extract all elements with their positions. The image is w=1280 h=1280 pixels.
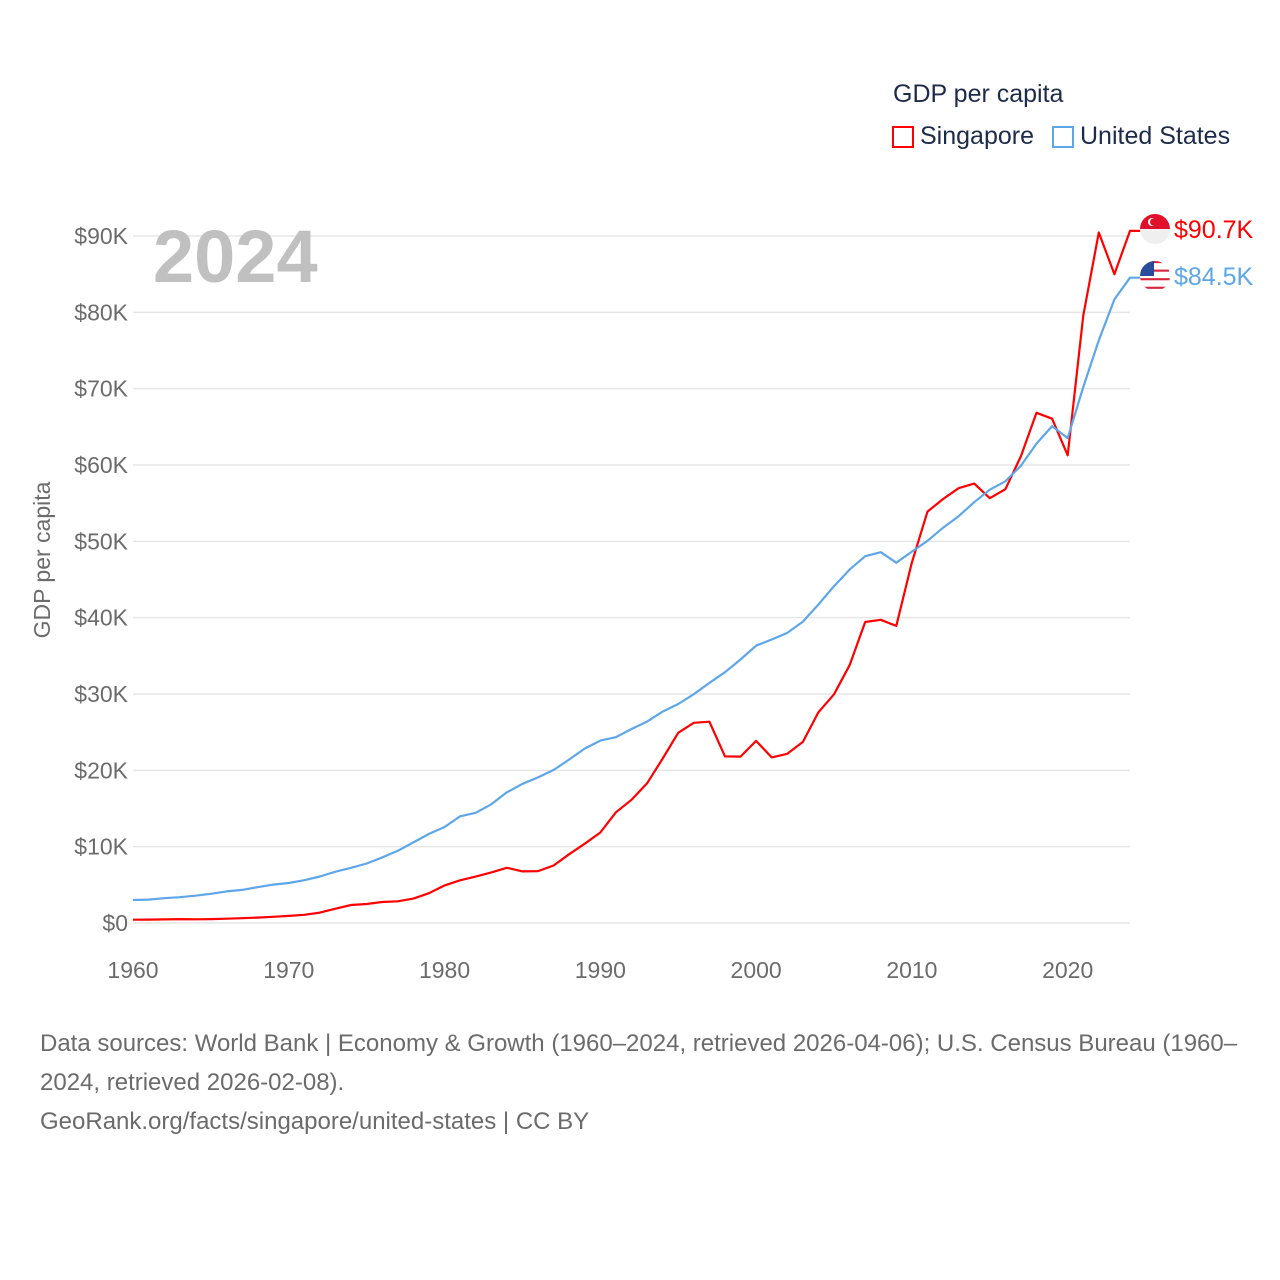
legend-item-singapore[interactable]: Singapore [892,122,1034,151]
singapore-flag-icon [1140,214,1170,244]
united-states-flag-icon [1140,261,1170,289]
current-year-label: 2024 [153,215,318,298]
x-axis-ticks: 1960 1970 1980 1990 2000 2010 2020 [107,957,1093,983]
x-tick-label: 1970 [263,957,314,983]
legend-swatch-united-states [1051,125,1074,148]
end-value-label: $84.5K [1174,263,1254,291]
footer: Data sources: World Bank | Economy & Gro… [40,1024,1240,1141]
y-tick-label: $60K [74,452,128,478]
series-lines [132,229,1140,921]
x-tick-label: 2000 [731,957,782,983]
y-tick-label: $0 [102,910,128,936]
x-tick-label: 1990 [575,957,626,983]
gridlines [133,235,1130,924]
series-line-united-states [132,276,1140,902]
x-tick-label: 2010 [886,957,937,983]
y-tick-label: $10K [74,834,128,860]
legend-label: Singapore [920,122,1034,150]
legend-label: United States [1079,122,1231,150]
y-axis-title: GDP per capita [29,481,55,638]
x-tick-label: 1980 [419,957,470,983]
end-value-label: $90.7K [1174,216,1254,244]
y-tick-label: $90K [74,223,128,249]
legend-item-united-states[interactable]: United States [1051,122,1231,151]
x-tick-label: 2020 [1042,957,1093,983]
data-sources: Data sources: World Bank | Economy & Gro… [40,1030,1238,1096]
y-tick-label: $40K [74,605,128,631]
y-tick-label: $80K [74,299,128,325]
legend-swatch-singapore [892,125,914,148]
y-tick-label: $20K [74,757,128,783]
y-tick-label: $70K [74,376,128,402]
series-line-singapore [132,229,1140,921]
series-end-labels: $90.7K $84.5K [1140,214,1254,291]
y-tick-label: $50K [74,528,128,554]
legend: Singapore United States [892,122,1230,151]
y-axis-ticks: $0 $10K $20K $30K $40K $50K $60K $70K $80K $90K [74,223,128,936]
y-tick-label: $30K [74,681,128,707]
legend-title: GDP per capita [893,80,1064,108]
x-tick-label: 1960 [107,957,158,983]
credit-link[interactable]: GeoRank.org/facts/singapore/united-state… [40,1108,590,1135]
